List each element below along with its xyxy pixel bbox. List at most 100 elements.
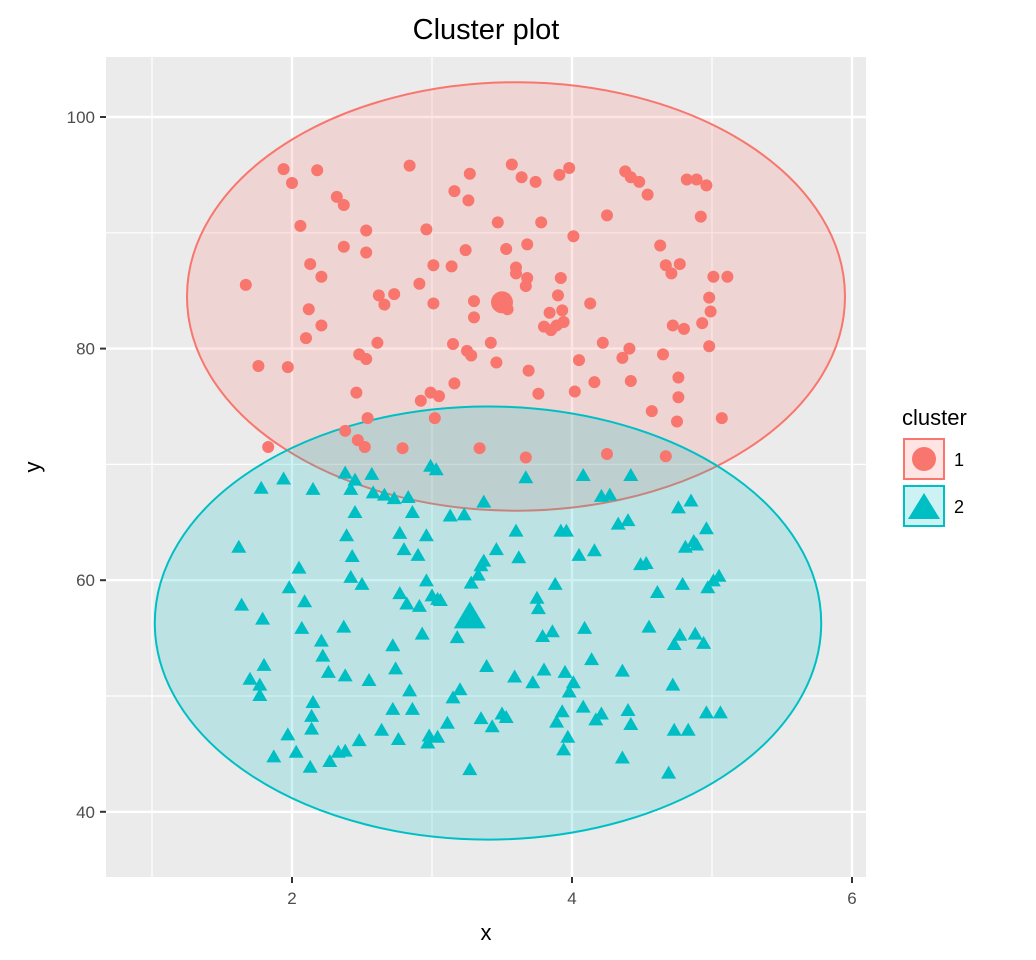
data-point [521,271,534,284]
data-point [535,216,548,229]
data-point [297,594,313,608]
data-point [532,387,545,400]
data-point [281,580,297,594]
data-point [696,635,712,649]
data-point [396,442,409,455]
data-point [573,354,585,367]
data-point [302,303,315,316]
data-point [476,494,492,508]
data-point [410,547,426,561]
data-point [305,694,321,708]
data-point [234,597,250,611]
data-point [491,216,504,229]
data-point [666,637,682,651]
data-point [473,711,489,725]
data-point [427,259,440,272]
data-point [413,277,426,290]
data-point [698,705,714,719]
data-point [511,550,527,564]
data-point [445,690,461,704]
data-point [659,450,672,463]
data-point [675,576,691,590]
y-axis-title: y [20,462,45,473]
data-point [439,715,455,729]
data-point [694,210,707,223]
data-point [404,701,420,715]
y-tick-label: 100 [67,108,95,127]
data-point [586,543,602,557]
data-point [347,505,363,519]
data-point [568,385,581,398]
data-point [463,167,476,180]
data-point [351,733,367,747]
data-point [304,708,320,722]
data-point [385,701,401,715]
data-point [378,298,391,311]
data-point [330,190,343,203]
data-point [529,175,542,188]
data-point [553,168,566,181]
data-point [361,672,377,686]
data-point [575,699,591,713]
data-point [535,628,551,642]
data-point [476,553,492,567]
data-point [252,677,268,691]
data-point [584,652,600,666]
circle-icon [912,447,936,471]
data-point [510,267,522,280]
data-point [400,489,416,503]
data-point [462,762,478,776]
data-point [525,675,541,689]
data-point [575,467,591,481]
x-tick-label: 2 [287,889,296,908]
x-tick-label: 4 [567,889,576,908]
data-point [390,732,406,746]
data-point [623,716,639,730]
data-point [690,173,703,186]
data-point [584,297,597,310]
data-point [721,270,734,283]
data-point [500,243,513,256]
data-point [530,601,546,615]
data-point [372,289,385,302]
data-point [442,508,458,522]
cluster-center [453,601,486,629]
data-point [488,542,504,556]
data-point [654,239,667,252]
data-point [302,759,318,773]
data-point [360,224,373,237]
data-point [343,569,359,583]
data-point [614,663,630,677]
data-point [242,671,258,685]
data-point [364,466,380,480]
data-point [428,462,444,476]
x-axis-title: x [481,920,492,945]
data-point [624,375,637,388]
data-point [672,371,685,384]
data-point [665,267,678,280]
data-point [392,586,408,600]
data-point [462,194,475,207]
cluster-center [491,291,513,314]
data-point [554,271,567,284]
data-point [601,209,613,222]
data-point [402,683,418,697]
data-point [468,295,480,308]
data-point [567,230,580,243]
data-point [633,175,646,188]
data-point [518,470,534,484]
data-point [463,575,479,589]
data-point [645,405,658,418]
data-point [404,505,420,519]
data-point [677,539,693,553]
data-point [696,317,709,330]
data-point [557,315,570,328]
data-point [620,513,636,527]
data-point [311,164,324,177]
triangle-icon [908,493,940,519]
data-point [711,568,727,582]
data-point [505,158,518,171]
legend-label-1: 1 [954,450,964,470]
data-point [304,258,317,271]
data-point [507,669,523,683]
